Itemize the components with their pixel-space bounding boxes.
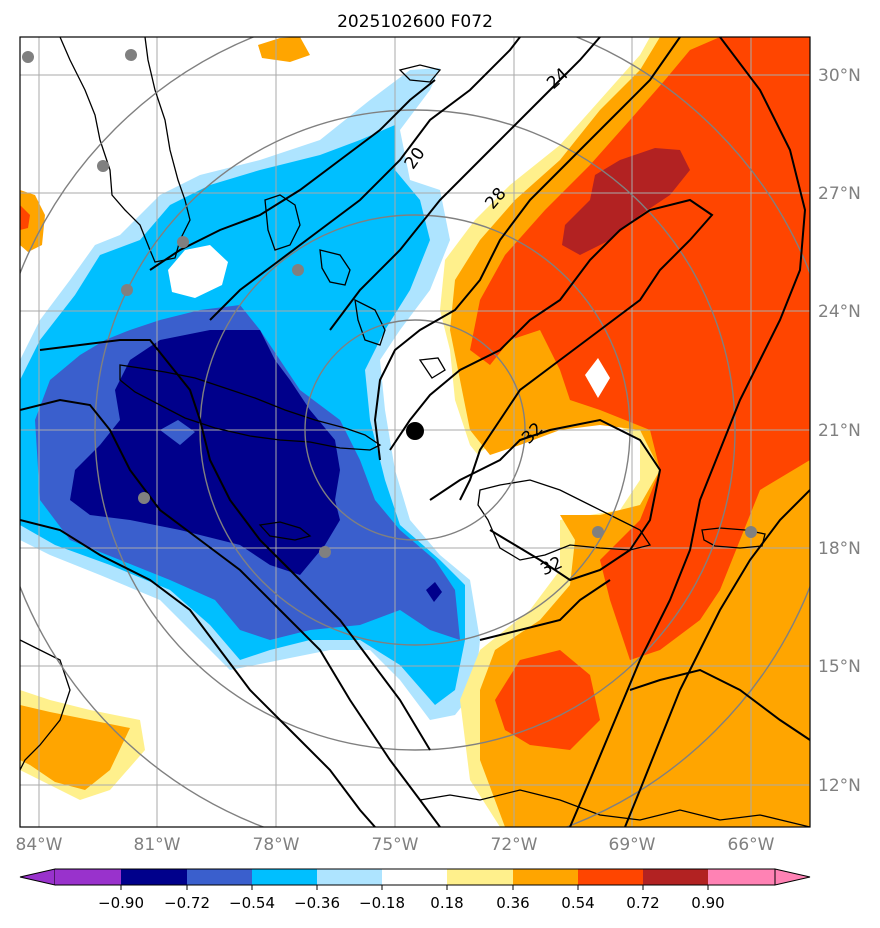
map-title: 2025102600 F072 <box>337 12 493 32</box>
contour-20 <box>149 79 436 271</box>
anomaly-fill-navy-patch <box>426 582 442 602</box>
colorbar-segment <box>317 869 382 885</box>
coastline-bahamas-2 <box>319 249 351 286</box>
contour-mid <box>209 37 521 321</box>
city-dot <box>292 264 304 276</box>
latitude-labels: 30°N 27°N 24°N 21°N 18°N 15°N 12°N <box>818 66 861 796</box>
colorbar-extend-low <box>19 868 56 886</box>
anomaly-fill-white-island <box>585 358 610 398</box>
colorbar-segment <box>643 869 708 885</box>
colorbar-segment <box>382 869 447 885</box>
contour-east-2 <box>624 489 810 827</box>
colorbar-tick-label: −0.90 <box>98 894 144 912</box>
anomaly-fill-white-hole <box>168 245 228 298</box>
anomaly-fill-navy <box>70 330 340 575</box>
colorbar-tick-label: 0.72 <box>626 894 659 912</box>
coastline-central-america <box>20 639 71 771</box>
colorbar-tick-label: −0.54 <box>229 894 275 912</box>
map-frame <box>19 36 811 828</box>
coastline-bahamas-1 <box>264 194 301 251</box>
contour-east-1 <box>569 37 807 827</box>
anomaly-fill-dark-red <box>562 148 690 255</box>
lat-label: 18°N <box>818 539 861 559</box>
height-contours <box>20 37 810 827</box>
colorbar-segment <box>447 869 513 885</box>
colorbar-tick-label: −0.18 <box>359 894 405 912</box>
colorbar-segment <box>252 869 317 885</box>
city-dot <box>125 49 137 61</box>
contour-32-south <box>429 418 662 582</box>
city-dot <box>745 526 757 538</box>
coastlines <box>20 37 810 827</box>
anomaly-fill-west-orange-red <box>20 205 30 230</box>
coastline-south-america <box>419 789 810 827</box>
colorbar-tick-label: −0.36 <box>294 894 340 912</box>
lon-label: 75°W <box>372 835 419 855</box>
map-panel: 24 20 28 32 32 <box>20 37 810 827</box>
city-dot <box>177 236 189 248</box>
colorbar-segment <box>513 869 578 885</box>
colorbar: −0.90 −0.72 −0.54 −0.36 −0.18 0.18 0.36 … <box>19 868 811 912</box>
coastline-cuba <box>119 364 382 451</box>
contour-24 <box>329 37 601 331</box>
anomaly-fill-orange-red-south <box>495 650 600 750</box>
city-markers <box>22 49 757 558</box>
coastline-turks-caicos <box>418 357 446 379</box>
colorbar-tick-label: 0.36 <box>496 894 529 912</box>
lon-label: 69°W <box>609 835 656 855</box>
contour-32-main <box>389 198 714 501</box>
coastline-bahamas-4 <box>398 64 442 83</box>
lon-label: 72°W <box>491 835 538 855</box>
graticule <box>20 37 810 827</box>
contour-southeast <box>629 668 810 741</box>
lon-label: 78°W <box>253 835 300 855</box>
city-dot <box>121 284 133 296</box>
coastline-florida <box>59 37 191 263</box>
anomaly-fill-sw-orange <box>20 705 130 790</box>
colorbar-segment <box>708 869 775 885</box>
colorbar-tick-label: 0.18 <box>430 894 463 912</box>
anomaly-fill-ne-orange-top <box>258 37 310 62</box>
lat-label: 24°N <box>818 302 861 322</box>
lat-label: 30°N <box>818 66 861 86</box>
coastline-puerto-rico <box>701 527 766 549</box>
coastline-bahamas-3 <box>354 298 386 346</box>
lon-label: 66°W <box>728 835 775 855</box>
city-dot <box>138 492 150 504</box>
contour-28 <box>373 37 681 461</box>
contour-south-low <box>479 579 611 641</box>
lon-label: 84°W <box>16 835 63 855</box>
colorbar-segment <box>121 869 187 885</box>
colorbar-tick-label: 0.54 <box>561 894 594 912</box>
longitude-labels: 84°W 81°W 78°W 75°W 72°W 69°W 66°W <box>16 835 775 855</box>
lat-label: 12°N <box>818 776 861 796</box>
lat-label: 21°N <box>818 421 861 441</box>
colorbar-segment <box>578 869 643 885</box>
coastline-jamaica <box>258 521 312 541</box>
contour-west-1 <box>20 519 376 827</box>
range-rings <box>20 37 810 827</box>
colorbar-tick-label: 0.90 <box>691 894 724 912</box>
lat-label: 15°N <box>818 657 861 677</box>
city-dot <box>97 160 109 172</box>
city-dot <box>592 526 604 538</box>
colorbar-segment <box>187 869 252 885</box>
colorbar-tick-label: −0.72 <box>164 894 210 912</box>
storm-center-marker <box>406 422 424 440</box>
city-dot <box>319 546 331 558</box>
lon-label: 81°W <box>134 835 181 855</box>
colorbar-extend-high <box>774 868 811 886</box>
city-dot <box>22 51 34 63</box>
contour-west-3 <box>39 339 431 751</box>
lat-label: 27°N <box>818 184 861 204</box>
contour-west-2 <box>20 398 441 827</box>
colorbar-segment <box>55 869 121 885</box>
anomaly-fill-royal-blue-patch <box>160 420 195 445</box>
